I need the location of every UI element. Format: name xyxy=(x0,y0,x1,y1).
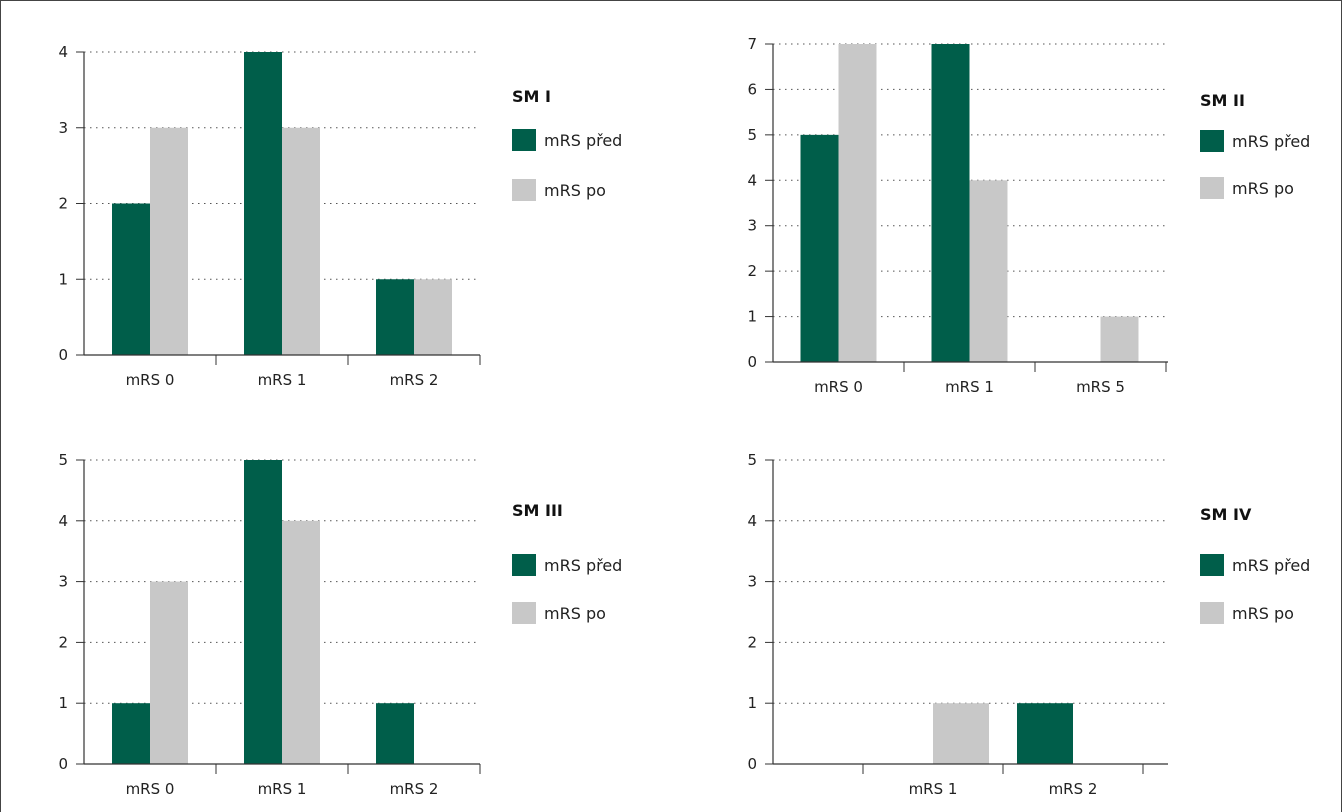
y-tick-label: 1 xyxy=(747,694,757,712)
y-tick-label: 2 xyxy=(747,633,757,651)
y-tick-label: 6 xyxy=(747,80,757,98)
bar-mrs-pred xyxy=(112,203,150,355)
y-tick-label: 3 xyxy=(58,573,68,591)
bar-mrs-po xyxy=(838,44,877,362)
legend-label-mrs-pred: mRS před xyxy=(1232,132,1310,151)
y-tick-label: 3 xyxy=(747,573,757,591)
chart-panel-1: 0 1 2 3 4 mRS 0 mRS 1 mRS 2 SM I mRS před mRS po xyxy=(58,43,622,389)
chart-panel-2: 0 1 2 3 4 5 6 7 mRS 0 mRS 1 mRS 5 SM II mRS před mRS … xyxy=(747,35,1310,396)
bar-mrs-pred xyxy=(244,460,282,764)
y-tick-label: 2 xyxy=(747,262,757,280)
y-tick-label: 0 xyxy=(747,755,757,773)
legend-swatch-mrs-pred xyxy=(512,554,536,576)
legend-label-mrs-po: mRS po xyxy=(1232,604,1294,623)
y-tick-label: 4 xyxy=(747,512,757,530)
y-tick-label: 7 xyxy=(747,35,757,53)
bar-mrs-po xyxy=(933,703,989,764)
y-tick-label: 2 xyxy=(58,633,68,651)
x-tick-label: mRS 2 xyxy=(1049,780,1098,798)
x-tick-label: mRS 1 xyxy=(909,780,958,798)
legend-label-mrs-po: mRS po xyxy=(544,604,606,623)
y-tick-label: 5 xyxy=(58,451,68,469)
bar-mrs-po xyxy=(282,520,320,764)
y-tick-label: 0 xyxy=(747,353,757,371)
legend-label-mrs-pred: mRS před xyxy=(544,131,622,150)
chart-panel-4: 0 1 2 3 4 5 mRS 1 mRS 2 SM IV mRS před mRS po xyxy=(747,451,1310,798)
x-tick-label: mRS 2 xyxy=(390,371,439,389)
legend-label-mrs-pred: mRS před xyxy=(544,556,622,575)
legend-swatch-mrs-po xyxy=(1200,602,1224,624)
legend-label-mrs-po: mRS po xyxy=(1232,179,1294,198)
bar-mrs-pred xyxy=(800,134,839,362)
legend-swatch-mrs-po xyxy=(1200,177,1224,199)
y-tick-label: 5 xyxy=(747,126,757,144)
y-tick-label: 1 xyxy=(747,308,757,326)
y-tick-label: 4 xyxy=(747,171,757,189)
legend-swatch-mrs-po xyxy=(512,602,536,624)
y-tick-label: 2 xyxy=(58,195,68,213)
bar-mrs-po xyxy=(150,127,188,355)
x-tick-label: mRS 0 xyxy=(126,780,175,798)
legend-label-mrs-pred: mRS před xyxy=(1232,556,1310,575)
bar-mrs-po xyxy=(414,279,452,355)
bar-mrs-pred xyxy=(112,703,150,764)
bar-mrs-pred xyxy=(1017,703,1073,764)
y-tick-label: 0 xyxy=(58,755,68,773)
y-tick-label: 3 xyxy=(747,217,757,235)
chart-panel-3: 0 1 2 3 4 5 mRS 0 mRS 1 mRS 2 SM III mRS před mRS p… xyxy=(58,451,622,798)
x-tick-label: mRS 0 xyxy=(126,371,175,389)
x-tick-label: mRS 5 xyxy=(1076,378,1125,396)
bar-mrs-po xyxy=(969,180,1008,362)
legend-swatch-mrs-po xyxy=(512,179,536,201)
bar-mrs-pred xyxy=(376,703,414,764)
y-tick-label: 0 xyxy=(58,346,68,364)
bar-mrs-pred xyxy=(244,52,282,355)
x-tick-label: mRS 1 xyxy=(258,780,307,798)
legend-swatch-mrs-pred xyxy=(1200,554,1224,576)
y-tick-label: 4 xyxy=(58,512,68,530)
y-tick-label: 1 xyxy=(58,694,68,712)
y-tick-label: 3 xyxy=(58,119,68,137)
bar-mrs-po xyxy=(282,127,320,355)
bar-mrs-pred xyxy=(376,279,414,355)
bar-mrs-pred xyxy=(931,44,970,362)
x-tick-label: mRS 2 xyxy=(390,780,439,798)
x-tick-label: mRS 0 xyxy=(814,378,863,396)
panel-title: SM I xyxy=(512,87,551,106)
panel-title: SM II xyxy=(1200,91,1245,110)
legend-swatch-mrs-pred xyxy=(1200,130,1224,152)
bar-mrs-po xyxy=(150,581,188,764)
y-tick-label: 4 xyxy=(58,43,68,61)
y-tick-label: 1 xyxy=(58,270,68,288)
y-tick-label: 5 xyxy=(747,451,757,469)
legend-swatch-mrs-pred xyxy=(512,129,536,151)
panel-title: SM III xyxy=(512,501,563,520)
x-tick-label: mRS 1 xyxy=(945,378,994,396)
legend-label-mrs-po: mRS po xyxy=(544,181,606,200)
x-tick-label: mRS 1 xyxy=(258,371,307,389)
bar-mrs-po xyxy=(1100,316,1139,362)
panel-title: SM IV xyxy=(1200,505,1252,524)
